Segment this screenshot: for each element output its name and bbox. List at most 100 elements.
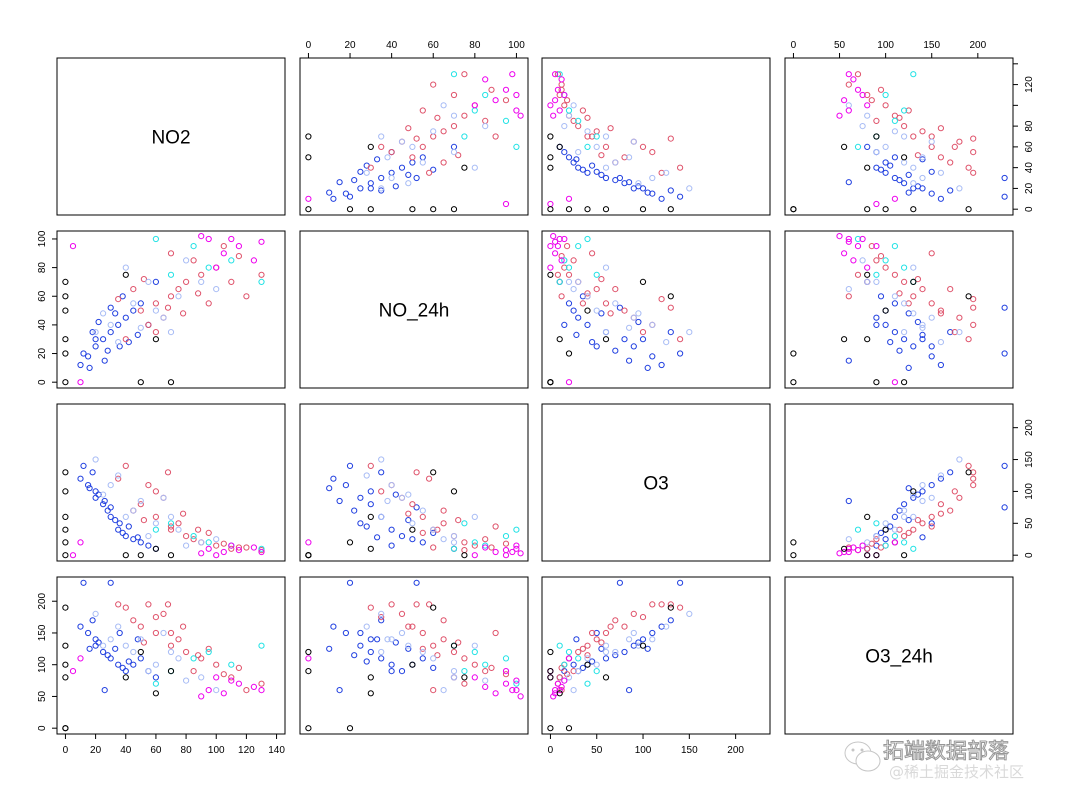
data-point [919, 520, 926, 527]
data-point [305, 552, 312, 559]
data-point [152, 674, 159, 681]
data-point [419, 154, 426, 161]
data-point [426, 475, 433, 482]
data-point [621, 154, 628, 161]
data-point [77, 475, 84, 482]
data-point [77, 655, 84, 662]
data-point [116, 520, 123, 527]
data-point [564, 671, 571, 678]
data-point [686, 610, 693, 618]
data-point [243, 293, 250, 300]
data-point [517, 112, 524, 119]
data-point [440, 617, 447, 624]
data-point [413, 504, 420, 511]
data-point [392, 183, 399, 190]
data-point [250, 683, 257, 691]
data-point [626, 636, 633, 643]
data-point [430, 642, 437, 649]
data-point [492, 133, 499, 140]
data-point [649, 149, 656, 156]
data-point [919, 128, 926, 135]
tick-label: 20 [90, 745, 102, 756]
data-point [378, 610, 385, 618]
data-point [450, 539, 458, 546]
data-point [663, 169, 670, 176]
data-point [547, 102, 554, 109]
data-point [937, 472, 945, 479]
data-point [630, 138, 637, 145]
data-point [205, 264, 212, 271]
data-point [635, 310, 642, 317]
data-point [228, 677, 235, 684]
data-point [450, 545, 458, 552]
data-point [598, 645, 605, 652]
data-point [137, 539, 144, 546]
data-point [607, 310, 614, 317]
data-point [434, 114, 441, 121]
data-point [190, 668, 197, 675]
data-point [667, 601, 674, 608]
data-point [413, 579, 420, 586]
data-point [873, 278, 880, 285]
data-point [928, 138, 935, 145]
data-point [1001, 504, 1008, 511]
tick-label: 50 [591, 745, 603, 756]
data-point [167, 250, 175, 257]
data-point [160, 610, 167, 618]
data-point [357, 520, 364, 527]
data-point [561, 257, 568, 264]
data-point [667, 617, 674, 624]
data-point [887, 339, 894, 346]
data-point [85, 482, 92, 489]
data-point [374, 636, 381, 643]
data-point [228, 545, 235, 552]
data-point [409, 661, 416, 668]
data-point [593, 168, 600, 175]
data-point [100, 501, 107, 508]
data-point [570, 687, 577, 694]
data-point [305, 206, 312, 213]
data-point [644, 364, 651, 371]
data-point [378, 513, 385, 521]
data-point [593, 271, 600, 278]
data-point [552, 97, 559, 104]
data-point [167, 668, 175, 675]
data-point [873, 271, 880, 278]
data-point [180, 623, 187, 630]
data-point [937, 154, 945, 161]
data-point [667, 187, 674, 194]
data-point [430, 469, 437, 476]
data-point [92, 456, 99, 463]
data-point [107, 304, 114, 311]
data-point [130, 648, 137, 656]
data-point [409, 536, 416, 543]
data-point [561, 321, 568, 328]
data-point [100, 310, 107, 317]
data-point [137, 324, 144, 331]
data-point [398, 668, 406, 675]
data-point [482, 668, 489, 675]
data-point [914, 183, 922, 190]
data-point [77, 379, 84, 386]
data-point [213, 536, 220, 543]
data-point [115, 601, 122, 608]
data-point [896, 290, 903, 297]
data-point [205, 529, 212, 537]
data-point [77, 623, 84, 630]
tick-label: 100 [635, 745, 652, 756]
tick-label: 200 [37, 592, 48, 609]
data-point [92, 494, 99, 501]
data-point [1001, 462, 1008, 469]
data-point [686, 185, 693, 192]
data-point [882, 520, 889, 527]
data-point [228, 278, 235, 285]
data-point [621, 648, 628, 656]
tick-label: 50 [37, 690, 48, 702]
data-point [556, 91, 563, 99]
data-point [905, 107, 912, 114]
data-point [502, 86, 510, 93]
data-point [910, 71, 917, 78]
data-point [621, 307, 628, 314]
data-point [205, 300, 212, 307]
data-point [413, 135, 420, 142]
